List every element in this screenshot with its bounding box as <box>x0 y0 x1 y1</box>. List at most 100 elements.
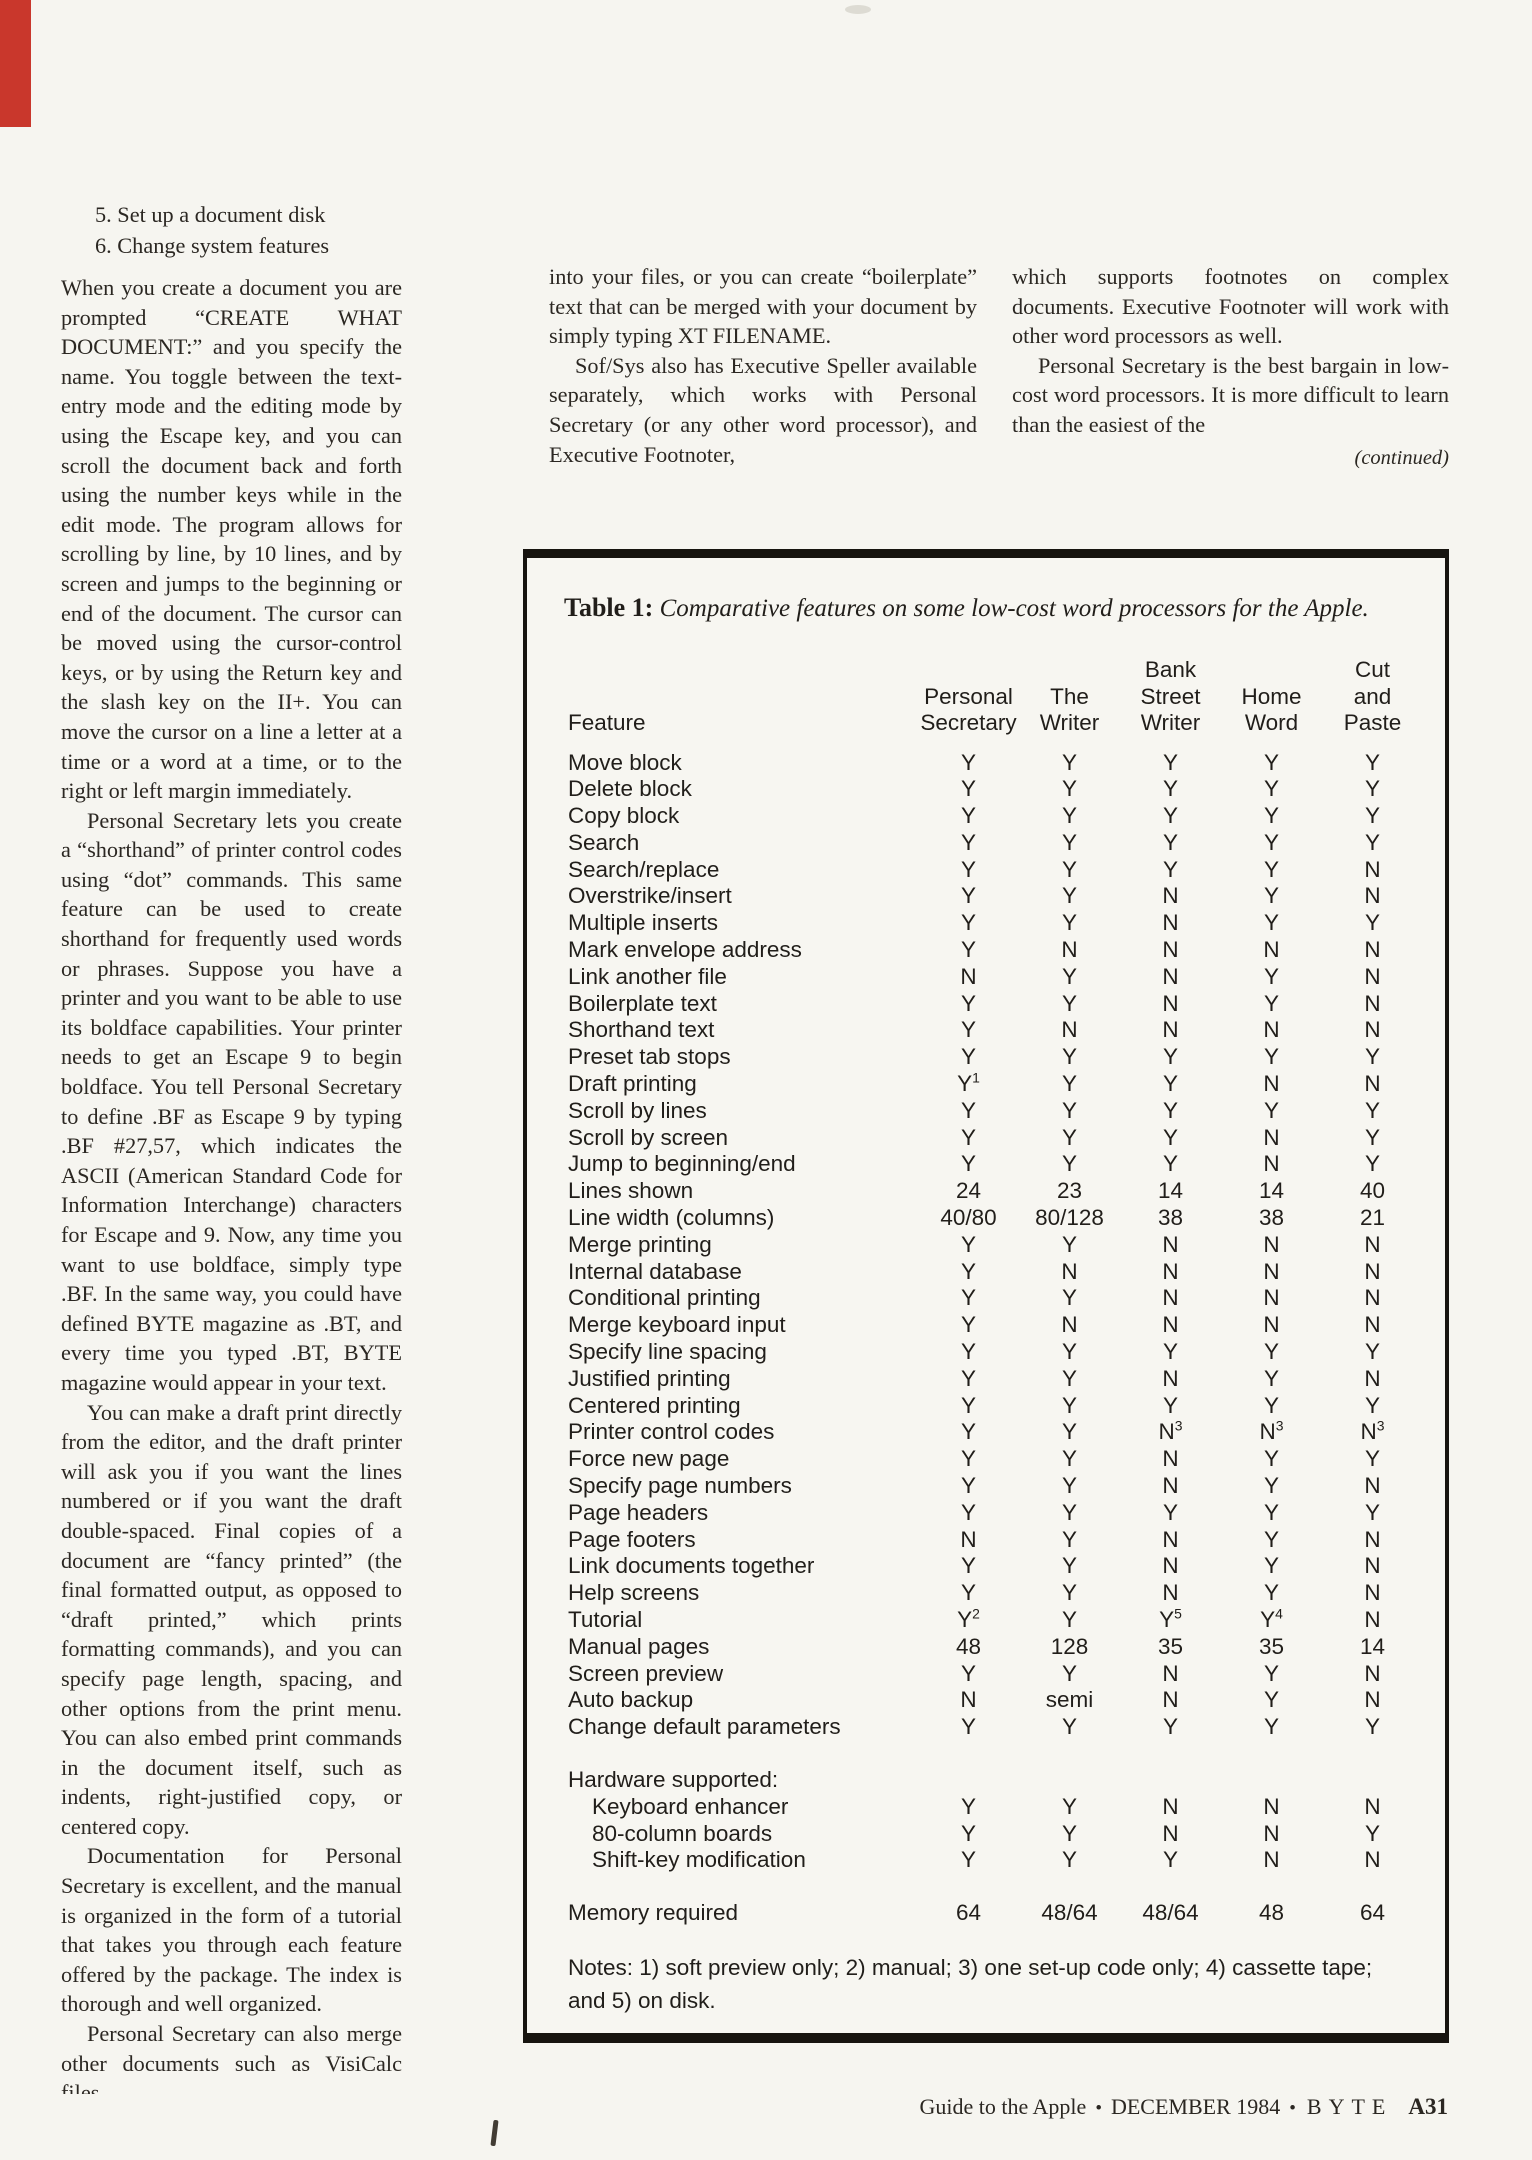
value-cell: Y <box>960 1473 976 1499</box>
table-row: Merge printing Y Y N N N <box>568 1232 1445 1259</box>
value-cell: N <box>1364 1526 1381 1552</box>
value-cell: Y <box>1263 1392 1279 1418</box>
value-cell: Y <box>1263 829 1279 855</box>
feature-cell: Merge keyboard input <box>568 1312 786 1338</box>
value-cell: Y <box>1061 1820 1077 1846</box>
table-row: Conditional printing Y Y N N N <box>568 1285 1445 1312</box>
value-cell: N <box>1364 990 1381 1016</box>
value-cell: N <box>1263 1820 1280 1846</box>
value-cell: Y <box>1263 1687 1279 1713</box>
feature-cell: Screen preview <box>568 1660 724 1686</box>
feature-cell: Tutorial <box>568 1607 643 1632</box>
value-cell: Y <box>960 856 976 882</box>
table-row: Scroll by screen Y Y Y N Y <box>568 1125 1445 1152</box>
value-cell: N <box>1162 937 1179 963</box>
value-cell: Y <box>1061 1473 1077 1499</box>
value-cell: N3 <box>1360 1417 1385 1445</box>
value-cell: N <box>1263 1231 1280 1257</box>
table-row: Specify page numbers Y Y N Y N <box>568 1473 1445 1500</box>
value-cell: Y <box>1061 1151 1077 1177</box>
value-cell: N <box>1364 1071 1381 1097</box>
value-cell: Y <box>1061 1499 1077 1525</box>
footer-section-title: Guide to the Apple <box>919 2094 1087 2119</box>
value-cell: N <box>1162 1793 1179 1819</box>
value-cell: Y <box>1263 1097 1279 1123</box>
value-cell: Y <box>1263 1473 1279 1499</box>
value-cell: Y <box>1061 856 1077 882</box>
value-cell: N <box>1061 1258 1078 1284</box>
table-title-label: Table 1: <box>564 593 654 622</box>
value-cell: N <box>1263 937 1280 963</box>
value-cell: Y <box>1364 1820 1380 1846</box>
value-cell: Y <box>1061 1847 1077 1873</box>
value-cell: N <box>1364 1553 1381 1579</box>
table-row: Printer control codes Y Y N3 N3 N3 <box>568 1419 1445 1446</box>
value-cell: 23 <box>1056 1178 1083 1204</box>
footer-bullet: • <box>1289 2098 1296 2119</box>
feature-cell: Justified printing <box>568 1365 731 1391</box>
value-cell: N <box>1162 910 1179 936</box>
feature-cell: Auto backup <box>568 1687 694 1713</box>
value-cell: Y <box>960 1660 976 1686</box>
table-row: Scroll by lines Y Y Y Y Y <box>568 1098 1445 1125</box>
value-cell: Y <box>1364 829 1380 855</box>
value-cell: Y <box>1061 1580 1077 1606</box>
table-header-row: Feature Personal Secretary The Writer Bank … <box>568 657 1445 737</box>
value-cell: 14 <box>1359 1633 1386 1659</box>
value-cell: N <box>1364 856 1381 882</box>
value-cell: Y <box>1061 1124 1077 1150</box>
table-row: Overstrike/insert Y Y N Y N <box>568 883 1445 910</box>
value-cell: Y <box>960 1151 976 1177</box>
value-cell: Y <box>1364 803 1380 829</box>
feature-cell: Shorthand text <box>568 1017 715 1043</box>
value-cell: N <box>1364 1687 1381 1713</box>
feature-cell: Overstrike/insert <box>568 883 732 909</box>
footer-bullet: • <box>1095 2098 1102 2119</box>
value-cell: N <box>1061 937 1078 963</box>
feature-cell: Multiple inserts <box>568 910 719 936</box>
feature-cell: Keyboard enhancer <box>592 1793 789 1819</box>
value-cell: 14 <box>1258 1178 1285 1204</box>
value-cell: Y4 <box>1260 1605 1283 1632</box>
table-row: Search Y Y Y Y Y <box>568 830 1445 857</box>
value-cell: N <box>1162 1553 1179 1579</box>
value-cell: Y <box>1162 1499 1178 1525</box>
footnote-superscript: 5 <box>1174 1605 1182 1622</box>
value-cell: Y <box>960 1553 976 1579</box>
footnote-superscript: 4 <box>1275 1605 1283 1622</box>
value-cell: N <box>960 963 977 989</box>
page-footer: Guide to the Apple • DECEMBER 1984 • BYTE A31 <box>920 2094 1449 2120</box>
value-cell: Y <box>1263 1660 1279 1686</box>
table-row: Manual pages 48 128 35 35 14 <box>568 1634 1445 1661</box>
value-cell: Y <box>1061 963 1077 989</box>
feature-cell: Merge printing <box>568 1231 712 1257</box>
value-cell: Y <box>1162 1392 1178 1418</box>
value-cell: Y <box>1162 1714 1178 1740</box>
feature-cell: Memory required <box>568 1900 739 1926</box>
value-cell: Y <box>1364 1124 1380 1150</box>
value-cell: Y <box>1061 1285 1077 1311</box>
value-cell: N <box>1364 963 1381 989</box>
feature-cell: Search/replace <box>568 856 720 882</box>
value-cell: Y <box>1263 1526 1279 1552</box>
value-cell: Y <box>1061 1553 1077 1579</box>
value-cell: Y <box>960 1097 976 1123</box>
value-cell: Y <box>1263 1553 1279 1579</box>
value-cell: Y <box>1061 1231 1077 1257</box>
value-cell: N <box>1263 1151 1280 1177</box>
value-cell: N <box>1162 1580 1179 1606</box>
value-cell: Y <box>960 990 976 1016</box>
value-cell: N <box>960 1687 977 1713</box>
footnote-superscript: 2 <box>972 1605 980 1622</box>
value-cell: N <box>1263 1071 1280 1097</box>
table-row: Force new page Y Y N Y Y <box>568 1446 1445 1473</box>
table-row: Boilerplate text Y Y N Y N <box>568 991 1445 1018</box>
value-cell: Y <box>960 1044 976 1070</box>
value-cell: 38 <box>1157 1205 1184 1231</box>
value-cell: N <box>1162 1446 1179 1472</box>
feature-cell: Scroll by screen <box>568 1124 729 1150</box>
value-cell: N <box>1364 1847 1381 1873</box>
table-row: Multiple inserts Y Y N Y Y <box>568 910 1445 937</box>
value-cell: Y <box>1263 776 1279 802</box>
feature-cell: Manual pages <box>568 1633 710 1659</box>
